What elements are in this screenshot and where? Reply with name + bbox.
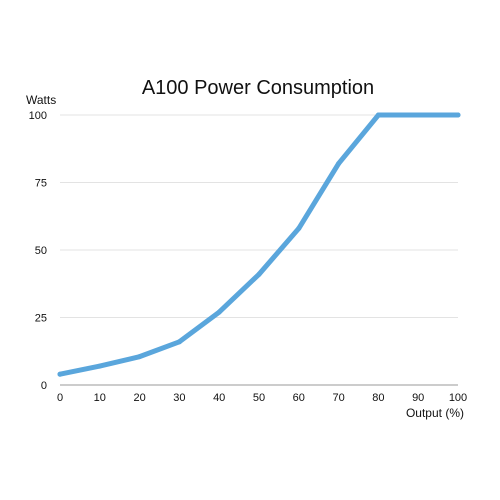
data-point [455, 112, 461, 118]
series-line [57, 112, 461, 377]
x-tick-label: 70 [332, 392, 344, 404]
tick-label-layer: 0 25 50 75 100 0 10 20 30 40 50 60 70 80 90 100 [29, 110, 468, 404]
chart-title: A100 Power Consumption [142, 77, 374, 99]
x-tick-label: 100 [449, 392, 467, 404]
data-point [375, 112, 381, 118]
data-point [256, 271, 262, 277]
x-tick-label: 50 [253, 392, 265, 404]
series-layer [57, 112, 461, 377]
grid-layer [60, 114, 458, 318]
y-tick-label: 25 [35, 313, 47, 325]
x-tick-label: 0 [57, 392, 63, 404]
data-point [97, 363, 103, 369]
x-tick-label: 40 [213, 392, 225, 404]
x-tick-label: 10 [94, 392, 106, 404]
data-point [137, 354, 143, 360]
data-point [296, 225, 302, 231]
x-axis-label: Output (%) [406, 406, 464, 420]
x-tick-label: 30 [173, 392, 185, 404]
data-point [216, 309, 222, 315]
y-tick-label: 100 [29, 110, 47, 122]
x-tick-label: 20 [133, 392, 145, 404]
data-point [57, 371, 63, 377]
x-tick-label: 60 [293, 392, 305, 404]
x-tick-label: 90 [412, 392, 424, 404]
data-point [415, 112, 421, 118]
y-axis-label: Watts [26, 93, 56, 107]
y-tick-label: 50 [35, 245, 47, 257]
data-point [176, 339, 182, 345]
data-point [336, 161, 342, 167]
y-tick-label: 75 [35, 178, 47, 190]
x-tick-label: 80 [372, 392, 384, 404]
y-tick-label: 0 [41, 380, 47, 392]
